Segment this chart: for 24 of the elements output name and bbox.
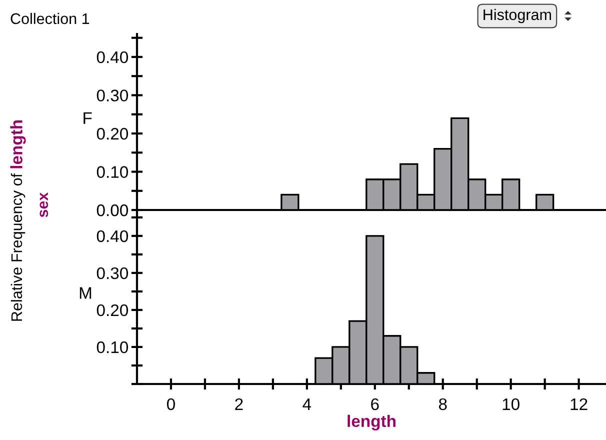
x-tick-label: 2 — [235, 398, 243, 410]
x-tick-label: 8 — [438, 398, 447, 410]
x-axis-title: length — [348, 414, 396, 430]
x-tick-label: 10 — [502, 398, 520, 410]
y-tick-label: 0.40 — [96, 230, 128, 242]
y-tick-label: 0.20 — [96, 128, 128, 140]
x-tick-label: 4 — [302, 398, 312, 410]
y-tick-label: 0.40 — [96, 51, 128, 64]
y-tick-label: 0.10 — [96, 341, 128, 354]
text: Relative Frequency of — [10, 173, 26, 321]
x-tick-label: 12 — [570, 398, 588, 410]
y-axis-title: M — [80, 287, 92, 299]
text: sex — [40, 192, 48, 218]
text: length — [10, 120, 26, 168]
y-axis-title: F — [84, 112, 92, 124]
y-tick-label: 0.20 — [96, 304, 128, 316]
y-tick-label: 0.30 — [96, 267, 128, 280]
x-tick-label: 0 — [167, 398, 175, 410]
y-tick-label: 0.00 — [96, 204, 128, 216]
text: Histogram — [484, 8, 551, 24]
y-tick-label: 0.30 — [96, 90, 128, 102]
x-tick-label: 6 — [371, 398, 379, 410]
chart-title: Collection 1 — [10, 12, 90, 24]
y-tick-label: 0.10 — [96, 166, 128, 178]
